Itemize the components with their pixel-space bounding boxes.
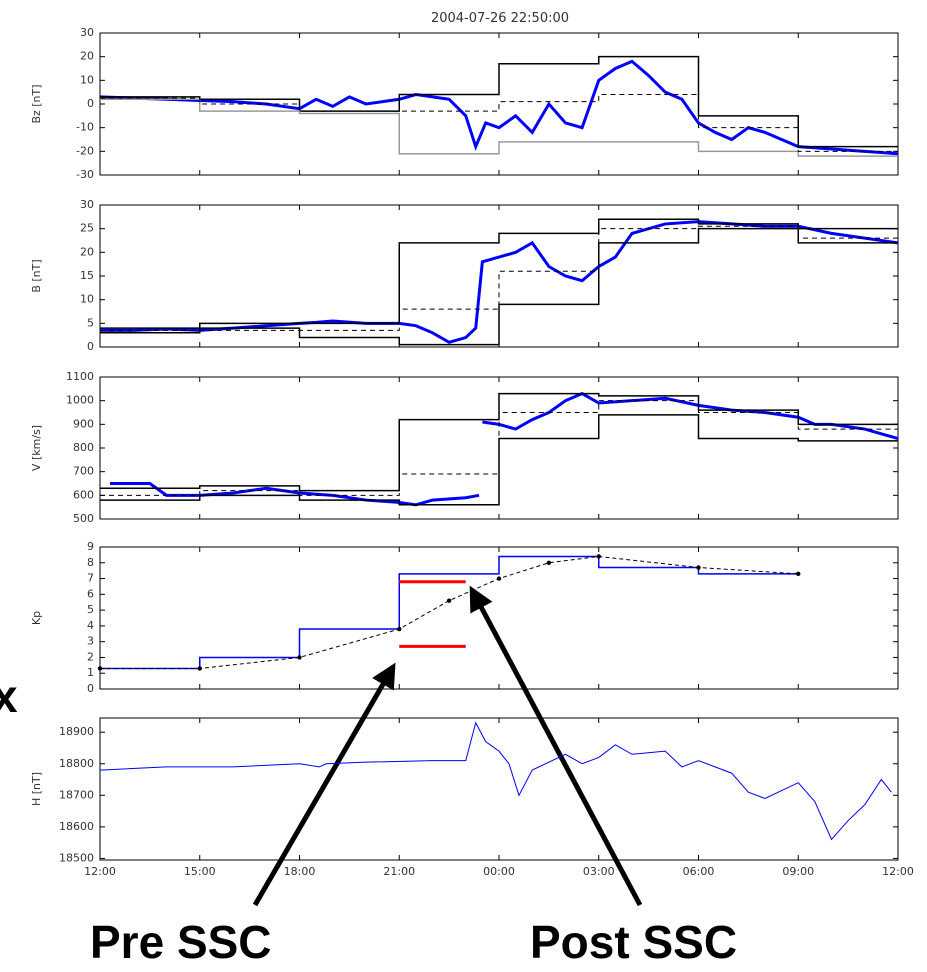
y-tick-label: 1100 xyxy=(66,370,94,383)
chart-title: 2004-07-26 22:50:00 xyxy=(431,11,569,26)
y-tick-label: 0 xyxy=(87,97,94,110)
data-line xyxy=(100,400,898,496)
y-tick-label: 4 xyxy=(87,619,94,632)
data-line xyxy=(109,482,480,507)
data-line xyxy=(100,94,898,152)
marker xyxy=(496,576,502,581)
y-tick-label: 1 xyxy=(87,666,94,679)
data-line xyxy=(100,55,898,148)
x-tick-label: 00:00 xyxy=(483,865,515,878)
data-line xyxy=(100,225,898,331)
data-line xyxy=(99,721,892,841)
plot-frame xyxy=(99,717,899,861)
y-tick-label: 30 xyxy=(80,198,94,211)
y-axis-label: Bz [nT] xyxy=(30,84,43,123)
x-tick-label: 18:00 xyxy=(284,865,316,878)
arrow xyxy=(469,585,643,907)
y-tick-label: 15 xyxy=(80,269,94,282)
y-tick-label: 500 xyxy=(73,512,94,525)
annotation: x xyxy=(0,670,18,722)
y-tick-label: 30 xyxy=(80,26,94,39)
y-tick-label: 900 xyxy=(73,417,94,430)
y-tick-label: 5 xyxy=(87,316,94,329)
y-axis-label: Kp xyxy=(30,611,43,625)
y-tick-label: 8 xyxy=(87,556,94,569)
marker xyxy=(397,626,402,632)
y-tick-label: 10 xyxy=(80,293,94,306)
y-tick-label: 18800 xyxy=(59,757,94,770)
x-tick-label: 15:00 xyxy=(184,865,216,878)
data-line xyxy=(100,98,898,157)
data-line xyxy=(100,227,898,346)
y-tick-label: 600 xyxy=(73,488,94,501)
data-line xyxy=(100,220,899,344)
y-tick-label: 18600 xyxy=(59,820,94,833)
marker xyxy=(546,560,552,565)
y-tick-label: 18900 xyxy=(59,725,94,738)
y-tick-label: 20 xyxy=(80,245,94,258)
marker xyxy=(97,666,103,671)
marker xyxy=(596,554,601,559)
marker xyxy=(446,598,452,603)
data-line xyxy=(99,59,899,156)
y-tick-label: -10 xyxy=(76,121,94,134)
x-tick-label: 21:00 xyxy=(383,865,415,878)
marker xyxy=(796,571,801,577)
marker xyxy=(197,666,202,671)
y-axis-label: V [km/s] xyxy=(30,425,43,471)
y-tick-label: 5 xyxy=(87,603,94,616)
x-tick-label: 12:00 xyxy=(84,865,116,878)
y-tick-label: -20 xyxy=(76,144,94,157)
y-tick-label: 1000 xyxy=(66,394,94,407)
y-tick-label: 700 xyxy=(73,465,94,478)
y-tick-label: 2 xyxy=(87,650,94,663)
annotation: Pre SSC xyxy=(90,916,272,968)
data-line xyxy=(100,555,799,670)
y-tick-label: -30 xyxy=(76,168,94,181)
marker xyxy=(297,655,302,660)
y-tick-label: 3 xyxy=(87,635,94,648)
data-line xyxy=(100,555,799,669)
data-line xyxy=(100,392,898,492)
annotation: Post SSC xyxy=(530,916,737,968)
marker xyxy=(696,565,701,570)
x-tick-label: 06:00 xyxy=(683,865,715,878)
arrow xyxy=(252,662,396,907)
y-tick-label: 25 xyxy=(80,222,94,235)
y-tick-label: 10 xyxy=(80,73,94,86)
y-tick-label: 9 xyxy=(87,540,94,553)
y-tick-label: 800 xyxy=(73,441,94,454)
x-tick-label: 03:00 xyxy=(583,865,615,878)
y-tick-label: 20 xyxy=(80,50,94,63)
y-axis-label: B [nT] xyxy=(30,259,43,292)
y-tick-label: 0 xyxy=(87,340,94,353)
y-tick-label: 0 xyxy=(87,682,94,695)
y-axis-label: H [nT] xyxy=(30,772,43,806)
y-tick-label: 7 xyxy=(87,572,94,585)
y-tick-label: 6 xyxy=(87,587,94,600)
x-tick-label: 09:00 xyxy=(782,865,814,878)
y-tick-label: 18700 xyxy=(59,788,94,801)
x-tick-label: 12:00 xyxy=(882,865,914,878)
y-tick-label: 18500 xyxy=(59,851,94,864)
data-line xyxy=(100,218,898,329)
